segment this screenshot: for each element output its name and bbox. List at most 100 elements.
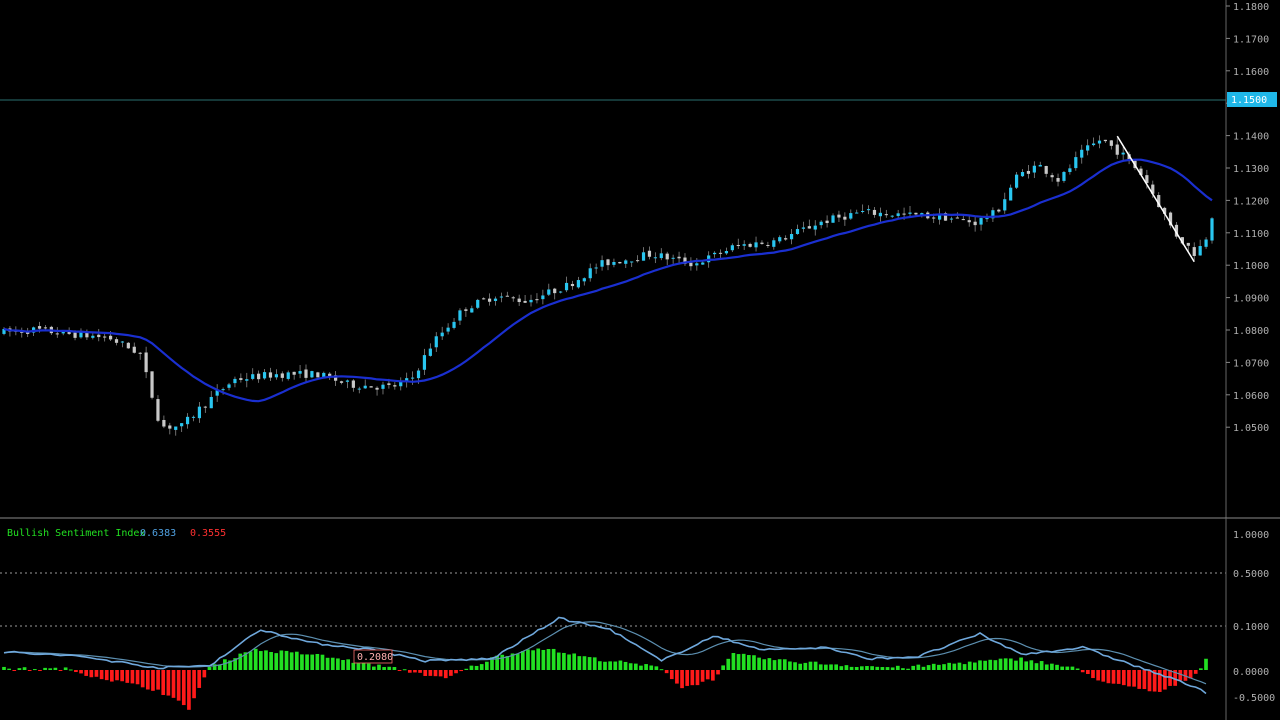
candle [357, 388, 361, 390]
histogram-bar [515, 653, 520, 670]
histogram-bar [305, 654, 309, 670]
price-tick-label: 1.1200 [1233, 196, 1269, 207]
candle [843, 216, 847, 220]
price-tick-label: 1.0600 [1233, 391, 1269, 402]
candle [778, 237, 782, 242]
histogram-bar [1111, 670, 1116, 684]
candle [659, 253, 663, 259]
histogram-bar [449, 670, 453, 676]
annotation-label: 0.2080 [357, 652, 393, 663]
candle [203, 406, 207, 408]
candle [239, 378, 243, 380]
candle [582, 278, 586, 282]
histogram-bar [1199, 668, 1203, 670]
candle [120, 341, 125, 343]
candle [1097, 140, 1102, 144]
candle [138, 352, 142, 354]
candle [1032, 165, 1036, 173]
histogram-bar [895, 665, 900, 670]
price-tick-label: 1.1000 [1233, 261, 1269, 272]
histogram-bar [238, 653, 243, 670]
candle [683, 257, 687, 264]
candle [174, 426, 178, 430]
candle [766, 244, 770, 246]
histogram-bar [644, 664, 648, 670]
candle [1204, 239, 1208, 247]
candle [434, 336, 438, 348]
histogram-bar [731, 652, 736, 670]
histogram-bar [27, 670, 32, 671]
candle [754, 242, 758, 248]
candle [458, 310, 462, 321]
histogram-bar [310, 654, 315, 670]
histogram-bar [772, 660, 777, 670]
histogram-bar [916, 664, 921, 670]
candle [985, 218, 989, 220]
histogram-bar [721, 665, 725, 670]
histogram-bar [690, 670, 695, 686]
candle [718, 252, 723, 254]
histogram-bar [1034, 663, 1039, 670]
candle [908, 212, 912, 214]
candle [979, 218, 983, 225]
histogram-bar [942, 664, 946, 670]
candle [1020, 172, 1025, 177]
candle [1139, 168, 1143, 175]
histogram-bar [68, 669, 73, 671]
histogram-bar [1173, 670, 1178, 686]
candle [1210, 218, 1214, 241]
histogram-bar [875, 666, 880, 670]
histogram-bar [1096, 670, 1100, 681]
indicator-tick-label: 1.0000 [1233, 530, 1269, 541]
histogram-bar [1163, 670, 1167, 690]
histogram-bar [22, 667, 27, 670]
candle [1157, 195, 1161, 208]
histogram-bar [32, 669, 37, 671]
histogram-bar [726, 658, 731, 670]
indicator-tick-label: 0.1000 [1233, 622, 1269, 633]
histogram-bar [824, 664, 828, 670]
candle [470, 308, 474, 313]
candle [286, 372, 290, 379]
histogram-bar [495, 655, 499, 670]
histogram-bar [890, 667, 895, 670]
histogram-bar [906, 668, 910, 670]
histogram-bar [623, 661, 628, 670]
candle [150, 371, 154, 398]
indicator-tick-label: -0.5000 [1233, 693, 1275, 704]
candle [369, 386, 373, 388]
histogram-bar [243, 652, 248, 670]
histogram-bar [1014, 660, 1018, 670]
histogram-bar [274, 653, 279, 670]
histogram-bar [490, 657, 494, 670]
indicator-tick-label: 0.0000 [1233, 667, 1269, 678]
candle [641, 252, 646, 261]
candle [1050, 175, 1054, 178]
histogram-bar [135, 670, 140, 685]
histogram-bar [392, 667, 397, 670]
histogram-bar [633, 663, 638, 670]
candle [499, 296, 504, 298]
histogram-bar [171, 670, 176, 698]
candle [618, 261, 622, 264]
histogram-bar [433, 670, 438, 677]
candle [831, 215, 835, 223]
annotation-box [353, 649, 393, 664]
histogram-bar [962, 664, 967, 670]
histogram-bar [387, 666, 392, 670]
candle [866, 209, 871, 211]
indicator-panel[interactable]: Bullish Sentiment Index 0.6383 0.3555 0.… [0, 528, 1226, 710]
candle [547, 289, 551, 295]
candle [97, 334, 101, 338]
candle [861, 210, 865, 212]
price-panel[interactable] [0, 99, 1226, 436]
candle [955, 217, 959, 219]
candle [73, 332, 77, 338]
candle [1068, 168, 1072, 173]
candle [1044, 165, 1048, 174]
histogram-bar [526, 649, 530, 670]
histogram-bar [967, 661, 972, 670]
candle [405, 378, 409, 382]
trend-line[interactable] [1116, 135, 1195, 263]
